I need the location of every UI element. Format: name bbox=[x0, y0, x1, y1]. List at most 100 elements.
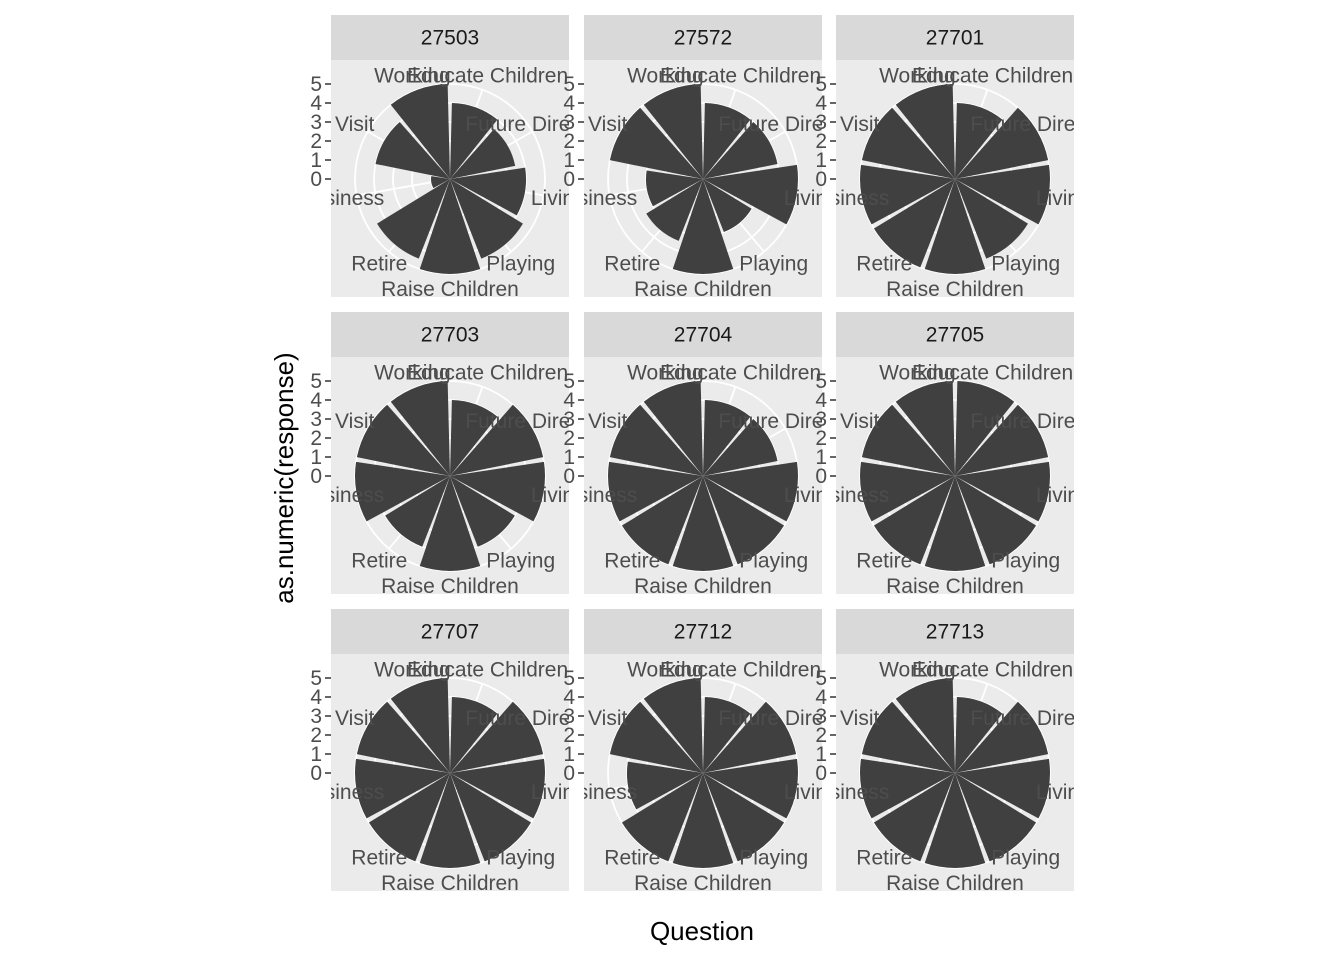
category-label-playing: Playing bbox=[739, 549, 808, 572]
category-label-future-directions: Future Directions bbox=[970, 707, 1130, 730]
y-tick-label: 3 bbox=[310, 111, 322, 134]
y-tick-label: 2 bbox=[563, 724, 575, 747]
category-label-educate-children: Educate Children bbox=[660, 65, 821, 88]
x-axis-title: Question bbox=[650, 916, 754, 946]
category-label-raise-children: Raise Children bbox=[634, 278, 772, 301]
wedge-raise-children bbox=[419, 476, 481, 572]
facet-panel: 27703 Educate Children Future Directions Li… bbox=[310, 312, 569, 594]
wedge-educate-children bbox=[703, 400, 751, 476]
polar-plot-area: Educate Children Future Directions Living P… bbox=[299, 65, 625, 301]
category-label-future-directions: Future Directions bbox=[465, 113, 625, 136]
polar-plot-area: Educate Children Future Directions Living P… bbox=[552, 362, 878, 594]
y-tick-label: 1 bbox=[563, 446, 575, 469]
y-tick-label: 1 bbox=[563, 149, 575, 172]
category-label-visit: Visit bbox=[335, 707, 374, 730]
y-tick-label: 0 bbox=[310, 465, 322, 488]
wedge-raise-children bbox=[672, 179, 734, 275]
y-tick-label: 5 bbox=[563, 667, 575, 690]
y-tick-label: 4 bbox=[563, 389, 575, 412]
y-tick-label: 1 bbox=[815, 446, 827, 469]
y-tick-label: 4 bbox=[815, 686, 827, 709]
category-label-raise-children: Raise Children bbox=[381, 278, 519, 301]
wedge-retire bbox=[377, 179, 450, 259]
polar-plot-area: Educate Children Future Directions Living P… bbox=[836, 659, 1130, 895]
wedge-working bbox=[643, 678, 703, 773]
category-label-educate-children: Educate Children bbox=[660, 362, 821, 385]
wedge-working bbox=[390, 381, 450, 476]
facet-panel: 27503 Educate Children Future Directions Li… bbox=[299, 15, 625, 301]
y-tick-label: 1 bbox=[815, 743, 827, 766]
y-tick-label: 3 bbox=[563, 111, 575, 134]
y-tick-label: 3 bbox=[815, 408, 827, 431]
wedge-educate-children bbox=[450, 400, 498, 476]
category-label-visit: Visit bbox=[840, 410, 879, 433]
y-tick-label: 2 bbox=[563, 130, 575, 153]
polar-plot-area: Educate Children Future Directions Living P… bbox=[331, 659, 586, 891]
y-tick-label: 4 bbox=[563, 686, 575, 709]
wedge-playing bbox=[703, 773, 785, 862]
y-tick-label: 2 bbox=[563, 427, 575, 450]
category-label-future-directions: Future Directions bbox=[718, 707, 878, 730]
category-label-living: Living bbox=[1036, 187, 1091, 210]
y-axis-title: as.numeric(response) bbox=[269, 352, 299, 603]
category-label-retire: Retire bbox=[604, 846, 660, 869]
y-tick-label: 0 bbox=[310, 762, 322, 785]
wedge-raise-children bbox=[419, 773, 481, 869]
category-label-living: Living bbox=[784, 781, 839, 804]
category-label-business: Business bbox=[552, 484, 637, 507]
category-label-working: Working bbox=[374, 65, 451, 88]
y-tick-label: 2 bbox=[815, 130, 827, 153]
category-label-future-directions: Future Directions bbox=[718, 113, 878, 136]
category-label-playing: Playing bbox=[486, 549, 555, 572]
category-label-playing: Playing bbox=[486, 252, 555, 275]
facet-strip bbox=[331, 15, 569, 60]
category-label-business: Business bbox=[299, 187, 384, 210]
facet-strip-label: 27703 bbox=[421, 324, 479, 347]
facet-panel: 27713 Educate Children Future Directions Li… bbox=[815, 609, 1130, 895]
category-label-living: Living bbox=[531, 781, 586, 804]
category-label-retire: Retire bbox=[351, 846, 407, 869]
facet-panel: 27701 Educate Children Future Directions Li… bbox=[815, 15, 1091, 297]
wedge-business bbox=[608, 461, 703, 522]
category-label-raise-children: Raise Children bbox=[886, 872, 1024, 895]
facet-panels: 27503 Educate Children Future Directions Li… bbox=[299, 15, 1130, 895]
wedge-visit bbox=[609, 701, 703, 773]
wedge-business bbox=[355, 461, 450, 522]
facet-panel: 27572 Educate Children Future Directions Li… bbox=[552, 15, 878, 301]
category-label-retire: Retire bbox=[351, 252, 407, 275]
facet-strip bbox=[836, 312, 1074, 357]
category-label-future-directions: Future Directions bbox=[718, 410, 878, 433]
wedge-living bbox=[955, 461, 1050, 522]
y-tick-label: 5 bbox=[563, 73, 575, 96]
category-label-working: Working bbox=[879, 659, 956, 682]
category-label-visit: Visit bbox=[588, 113, 627, 136]
wedge-retire bbox=[646, 179, 703, 241]
wedge-working bbox=[390, 678, 450, 773]
category-label-living: Living bbox=[784, 484, 839, 507]
wedge-working bbox=[895, 381, 955, 476]
facet-strip-label: 27712 bbox=[674, 621, 732, 644]
wedge-business bbox=[355, 758, 450, 819]
y-tick-label: 1 bbox=[815, 149, 827, 172]
y-tick-label: 0 bbox=[563, 762, 575, 785]
y-tick-label: 3 bbox=[563, 705, 575, 728]
category-label-working: Working bbox=[627, 65, 704, 88]
y-tick-label: 5 bbox=[310, 667, 322, 690]
category-label-educate-children: Educate Children bbox=[912, 65, 1073, 88]
y-tick-label: 2 bbox=[310, 130, 322, 153]
wedge-living bbox=[450, 461, 545, 522]
y-tick-label: 2 bbox=[310, 427, 322, 450]
wedge-future-directions bbox=[703, 122, 778, 179]
wedge-future-directions bbox=[450, 129, 516, 179]
wedge-business bbox=[646, 170, 703, 207]
wedge-future-directions bbox=[955, 404, 1049, 476]
wedge-living bbox=[703, 461, 798, 522]
category-label-business: Business bbox=[552, 187, 637, 210]
wedge-business bbox=[860, 164, 955, 225]
category-label-working: Working bbox=[374, 362, 451, 385]
y-tick-label: 5 bbox=[563, 370, 575, 393]
category-label-educate-children: Educate Children bbox=[407, 362, 568, 385]
category-label-educate-children: Educate Children bbox=[407, 659, 568, 682]
wedge-educate-children bbox=[955, 697, 1003, 773]
